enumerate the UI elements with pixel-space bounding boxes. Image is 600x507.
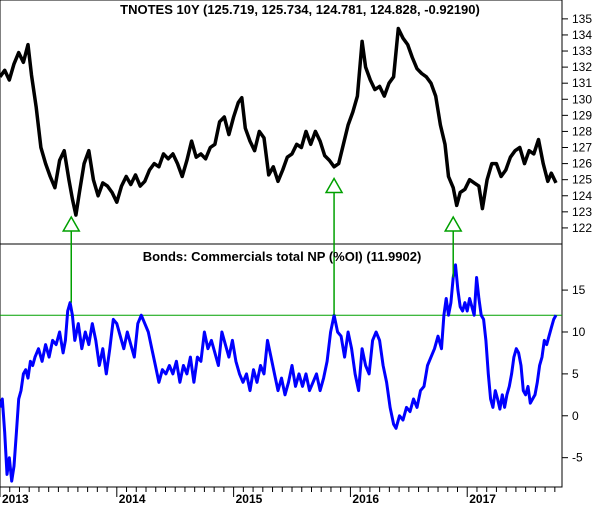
cot-y-tick-label: -5	[572, 451, 583, 465]
price-y-tick-label: 126	[572, 157, 592, 171]
price-y-tick-label: 134	[572, 28, 592, 42]
x-year-label: 2017	[469, 492, 496, 506]
cot-y-tick-label: 10	[572, 325, 586, 339]
cot-panel-title: Bonds: Commercials total NP (%OI) (11.99…	[143, 249, 422, 264]
price-y-tick-label: 132	[572, 60, 592, 74]
cot-y-tick-label: 0	[572, 409, 579, 423]
bottom-axis: 2013 2014 2015 2016 2017	[0, 487, 556, 506]
arrow-head	[443, 215, 463, 232]
x-year-label: 2016	[352, 492, 379, 506]
price-y-tick-label: 128	[572, 124, 592, 138]
arrow-head	[61, 215, 81, 232]
price-y-tick-label: 127	[572, 141, 592, 155]
price-y-tick-label: 124	[572, 189, 592, 203]
cot-panel	[0, 263, 558, 483]
right-axis: 122 123 124 125 126 127 128 129 130 131 132 133 134 1…	[562, 12, 592, 465]
price-y-tick-label: 135	[572, 12, 592, 26]
cot-series-line	[0, 263, 558, 483]
price-panel	[0, 26, 558, 217]
price-y-tick-label: 125	[572, 173, 592, 187]
price-y-tick-label: 133	[572, 44, 592, 58]
annotation-arrows	[61, 176, 463, 316]
price-y-tick-label: 123	[572, 205, 592, 219]
x-year-label: 2015	[236, 492, 263, 506]
arrow-head	[324, 176, 344, 194]
price-series-line	[0, 26, 558, 217]
cot-y-tick-label: 5	[572, 367, 579, 381]
price-y-tick-label: 122	[572, 221, 592, 235]
x-year-label: 2014	[119, 492, 146, 506]
price-y-tick-label: 130	[572, 92, 592, 106]
price-y-tick-label: 129	[572, 108, 592, 122]
price-y-tick-label: 131	[572, 76, 592, 90]
x-year-label: 2013	[2, 492, 29, 506]
cot-y-tick-label: 15	[572, 283, 586, 297]
price-panel-title: TNOTES 10Y (125.719, 125.734, 124.781, 1…	[120, 2, 480, 17]
